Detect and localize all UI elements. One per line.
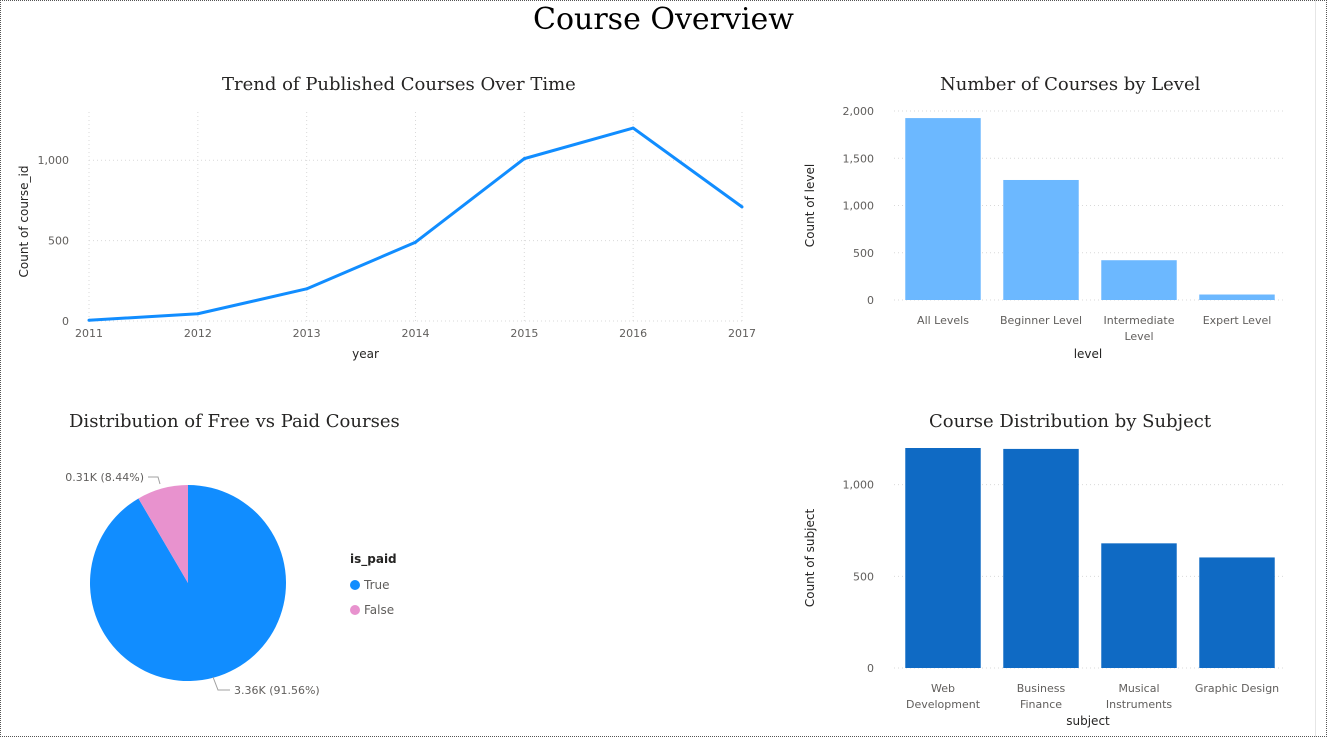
page-title: Course Overview <box>533 2 794 37</box>
y-tick-label: 500 <box>853 570 874 583</box>
x-axis-title: year <box>352 347 379 361</box>
data-point <box>196 312 200 316</box>
legend-marker-true <box>350 579 360 590</box>
legend-title: is_paid <box>350 552 397 566</box>
bar <box>1199 557 1275 668</box>
legend-label-true: True <box>364 577 390 592</box>
y-tick-label: 1,500 <box>843 152 875 165</box>
bar <box>1101 260 1177 300</box>
bar <box>1199 294 1275 300</box>
x-tick-label: Instruments <box>1106 698 1173 711</box>
bar <box>905 118 981 301</box>
data-label: 3.36K (91.56%) <box>234 684 320 697</box>
y-tick-label: 2,000 <box>843 105 875 118</box>
pie-chart-title: Distribution of Free vs Paid Courses <box>69 411 400 432</box>
canvas-edge <box>1315 0 1316 737</box>
x-tick-label: Beginner Level <box>1000 314 1082 327</box>
subject-chart-title: Course Distribution by Subject <box>929 411 1212 432</box>
level-bar-chart[interactable]: 0 500 1,000 1,500 2,000 All Levels Beginner Le… <box>790 100 1310 370</box>
legend-marker-false <box>350 604 360 615</box>
y-tick-label: 500 <box>48 235 69 248</box>
bar <box>1003 448 1079 668</box>
x-tick-label: Intermediate <box>1104 314 1175 327</box>
x-tick-label: All Levels <box>917 314 969 327</box>
x-tick-label: 2017 <box>728 327 756 340</box>
y-tick-label: 1,000 <box>843 479 875 492</box>
y-tick-label: 0 <box>62 315 69 328</box>
leader-line <box>212 676 230 691</box>
x-tick-label: Expert Level <box>1203 314 1272 327</box>
y-tick-label: 1,000 <box>38 154 70 167</box>
x-tick-label: Musical <box>1118 682 1159 695</box>
legend-item-true[interactable]: True <box>350 572 397 597</box>
line-chart[interactable]: 2011 2012 2013 2014 2015 2016 2017 0 500 1,000 yea… <box>0 100 770 370</box>
x-axis-title: subject <box>1066 714 1110 728</box>
level-chart-title: Number of Courses by Level <box>940 74 1201 95</box>
data-point <box>740 205 744 209</box>
subject-bar-chart[interactable]: 0 500 1,000 Web Development Business Finance Mu… <box>790 440 1310 735</box>
y-axis-title: Count of subject <box>803 509 817 608</box>
x-tick-label: 2011 <box>75 327 103 340</box>
bar <box>1003 179 1079 300</box>
line-chart-title: Trend of Published Courses Over Time <box>222 74 576 95</box>
x-tick-label: Development <box>906 698 981 711</box>
x-tick-label: Web <box>931 682 955 695</box>
y-tick-label: 1,000 <box>843 200 875 213</box>
x-tick-label: 2015 <box>510 327 538 340</box>
pie-chart[interactable]: 0.31K (8.44%) 3.36K (91.56%) <box>0 440 340 730</box>
y-tick-label: 500 <box>853 247 874 260</box>
data-point <box>87 318 91 322</box>
x-tick-label: Graphic Design <box>1195 682 1279 695</box>
data-point <box>631 126 635 130</box>
x-tick-label: 2012 <box>184 327 212 340</box>
x-tick-label: 2016 <box>619 327 647 340</box>
y-tick-label: 0 <box>867 662 874 675</box>
x-axis-title: level <box>1074 347 1103 361</box>
bar <box>905 448 981 668</box>
pie-slice-false <box>138 485 188 583</box>
y-tick-label: 0 <box>867 294 874 307</box>
data-point <box>414 240 417 244</box>
data-point <box>305 287 309 291</box>
x-tick-label: 2014 <box>402 327 430 340</box>
x-tick-label: Business <box>1017 682 1066 695</box>
legend-label-false: False <box>364 602 395 617</box>
legend-item-false[interactable]: False <box>350 597 397 622</box>
y-axis-title: Count of level <box>803 164 817 247</box>
x-tick-label: 2013 <box>293 327 321 340</box>
data-point <box>522 157 526 161</box>
y-axis-title: Count of course_id <box>17 166 31 278</box>
bar <box>1101 543 1177 668</box>
data-label: 0.31K (8.44%) <box>65 471 144 484</box>
leader-line <box>148 476 161 485</box>
x-tick-label: Finance <box>1020 698 1062 711</box>
x-tick-label: Level <box>1124 330 1153 343</box>
pie-legend: is_paid True False <box>350 552 397 622</box>
